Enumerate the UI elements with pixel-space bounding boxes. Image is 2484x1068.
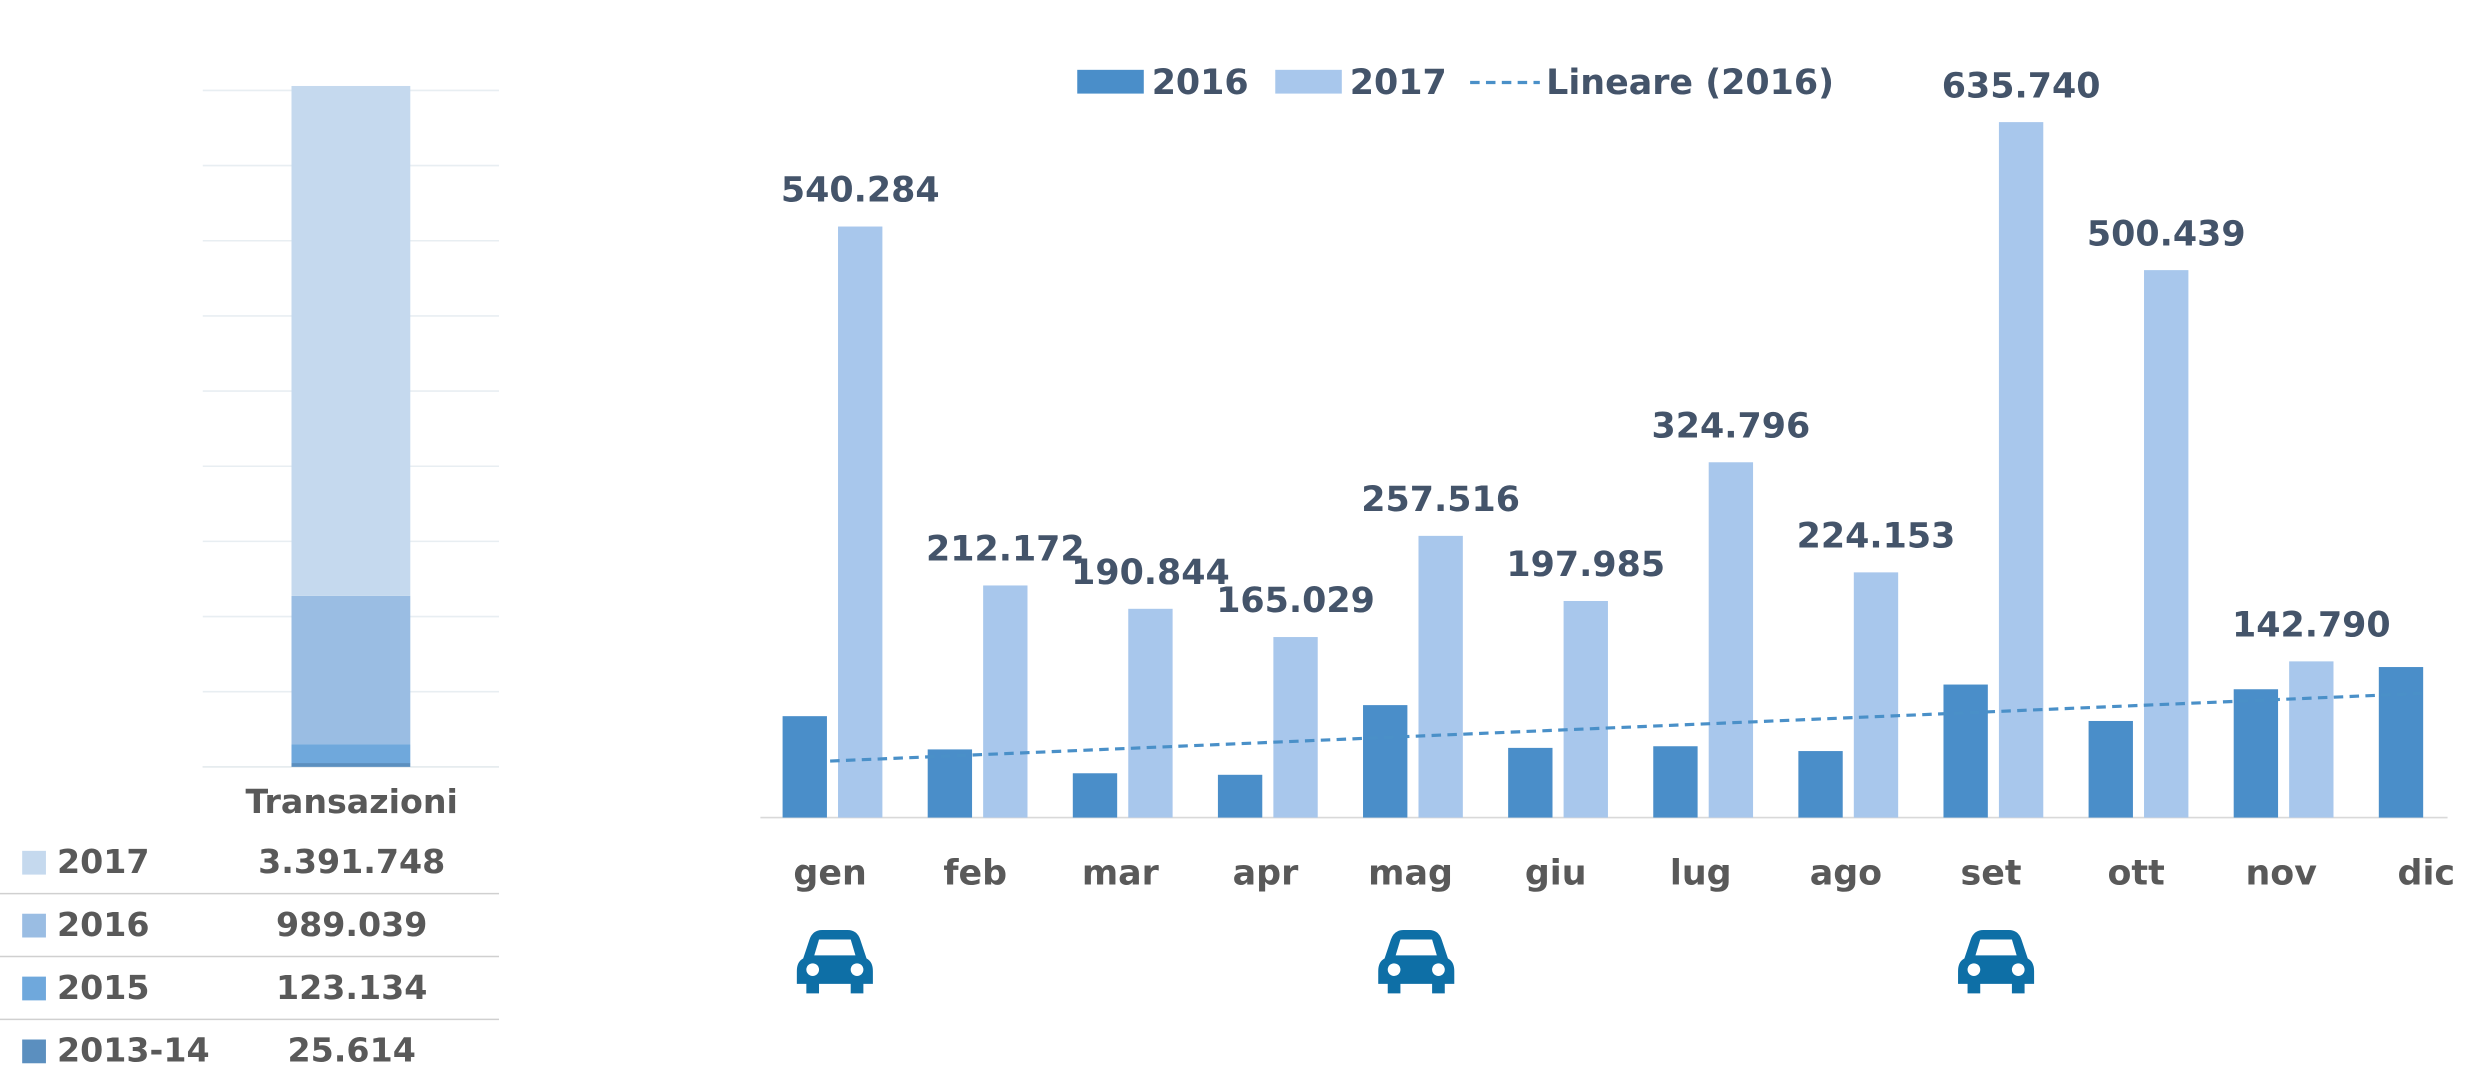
legend-label: 2017 <box>57 842 150 881</box>
bar <box>927 749 973 818</box>
bar <box>983 585 1028 818</box>
bar <box>1273 637 1318 818</box>
legend-label: 2017 <box>1350 63 1447 103</box>
car-icon <box>1958 930 2035 994</box>
x-tick-label: dic <box>2398 854 2456 894</box>
data-label: 197.985 <box>1506 545 1665 585</box>
data-label: 212.172 <box>926 530 1085 570</box>
data-label: 324.796 <box>1652 406 1811 446</box>
bar <box>1653 746 1698 818</box>
x-tick-label: mar <box>1082 854 1160 894</box>
bar <box>1563 600 1608 818</box>
legend-label: 2016 <box>57 905 150 944</box>
bar <box>2378 667 2424 818</box>
data-label: 540.284 <box>781 171 940 211</box>
legend-swatch <box>22 913 46 938</box>
data-label: 190.844 <box>1071 553 1230 593</box>
bar <box>838 226 883 818</box>
bar-segment <box>291 85 411 596</box>
x-tick-label: gen <box>793 854 866 894</box>
bar <box>1708 462 1754 818</box>
bar <box>1853 572 1899 818</box>
trendline <box>830 691 2427 763</box>
bar-segment <box>291 744 411 764</box>
x-tick-label: lug <box>1670 854 1732 894</box>
legend-swatch <box>1275 69 1342 94</box>
x-tick-label: feb <box>943 854 1007 894</box>
data-label: 165.029 <box>1216 581 1375 621</box>
x-tick-label: Transazioni <box>245 782 457 821</box>
x-tick-label: set <box>1960 854 2021 894</box>
table-value: 3.391.748 <box>258 842 445 881</box>
legend-swatch <box>22 1039 46 1064</box>
x-tick-label: ago <box>1810 854 1882 894</box>
bar <box>1798 751 1843 818</box>
table-value: 123.134 <box>276 968 427 1007</box>
data-label: 224.153 <box>1797 517 1956 557</box>
bar <box>1943 684 1988 818</box>
bar <box>2233 689 2279 818</box>
x-tick-label: apr <box>1233 854 1299 894</box>
table-value: 989.039 <box>276 905 427 944</box>
legend-label: 2016 <box>1152 63 1249 103</box>
x-tick-label: ott <box>2107 854 2164 894</box>
bar <box>1508 747 1553 818</box>
x-tick-label: giu <box>1525 854 1587 894</box>
bar-segment <box>291 763 411 767</box>
bar <box>1128 608 1173 818</box>
car-icon <box>796 930 873 994</box>
data-label: 142.790 <box>2232 606 2391 646</box>
x-tick-label: nov <box>2245 854 2317 894</box>
bar <box>782 716 827 818</box>
bar <box>1217 774 1263 818</box>
legend-swatch <box>22 976 46 1001</box>
bar <box>2289 661 2334 818</box>
data-label: 635.740 <box>1942 66 2101 106</box>
bar <box>1072 773 1118 818</box>
legend-swatch <box>22 850 46 875</box>
legend-label: Lineare (2016) <box>1546 63 1834 103</box>
bar <box>2088 720 2133 818</box>
bar <box>1363 705 1408 818</box>
table-value: 25.614 <box>288 1031 416 1068</box>
car-icon <box>1378 930 1455 994</box>
bar-segment <box>291 595 411 745</box>
x-tick-label: mag <box>1368 854 1453 894</box>
bar <box>2144 270 2189 818</box>
data-label: 257.516 <box>1361 480 1520 520</box>
bar <box>1418 535 1463 818</box>
legend-swatch <box>1077 69 1144 94</box>
legend-label: 2013-14 <box>57 1031 210 1068</box>
bar <box>1998 122 2044 818</box>
data-label: 500.439 <box>2087 214 2246 254</box>
legend-label: 2015 <box>57 968 150 1007</box>
